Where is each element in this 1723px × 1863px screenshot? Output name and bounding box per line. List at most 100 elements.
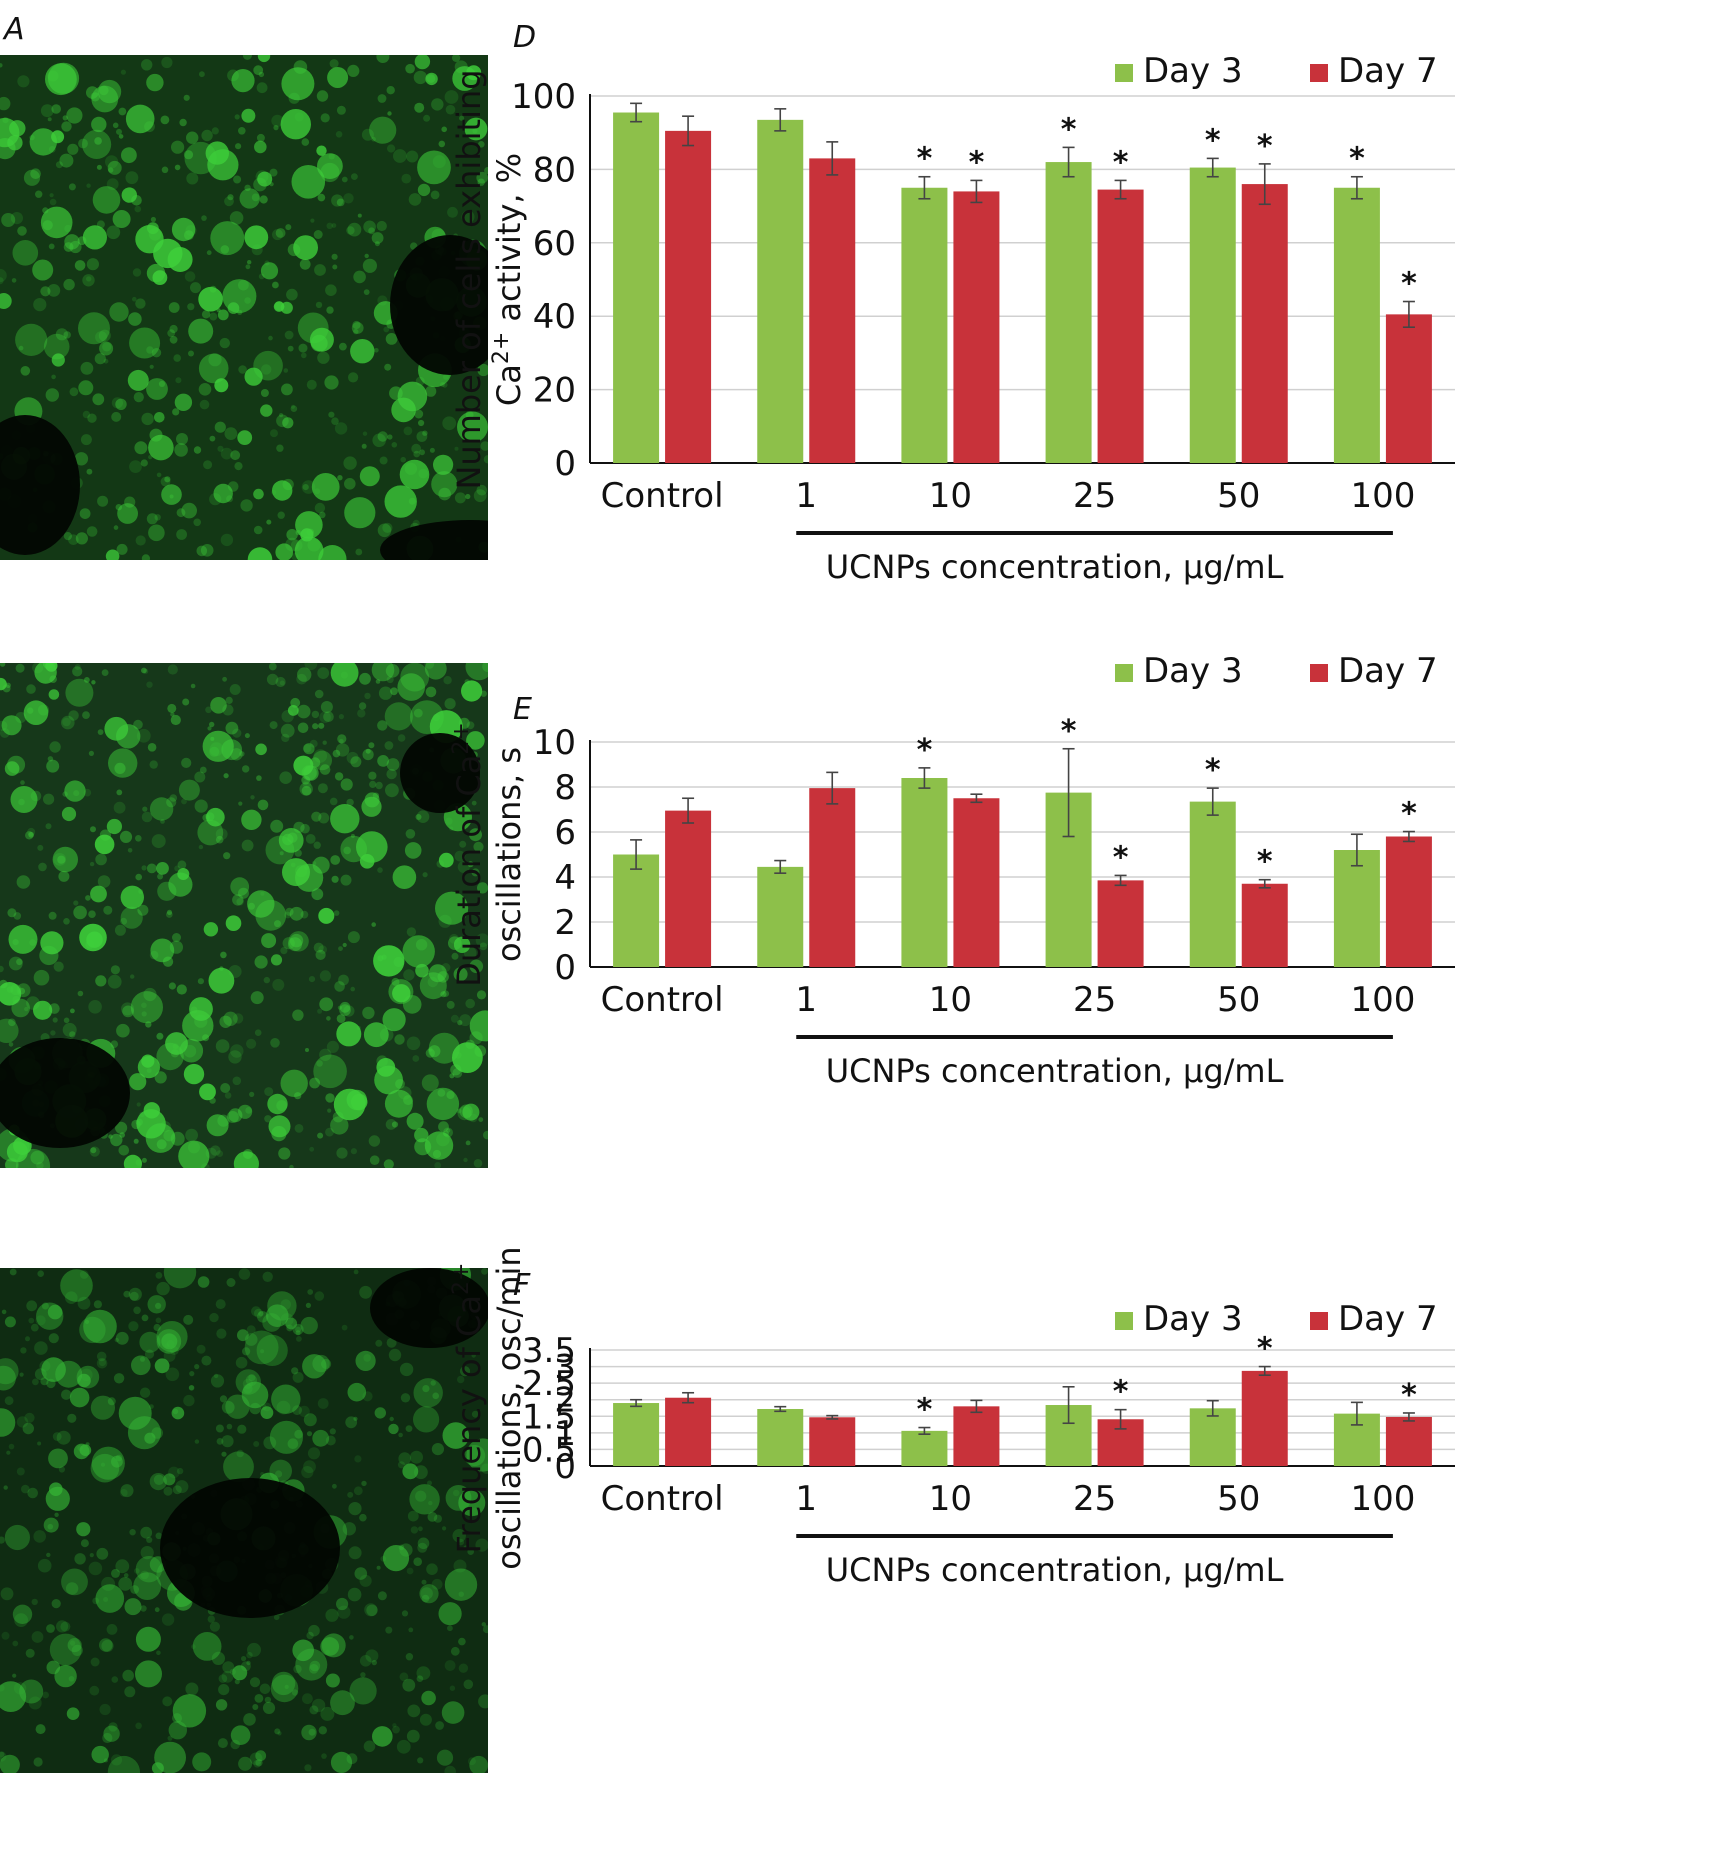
micro-speckle <box>326 1040 339 1053</box>
significance-star: * <box>1257 129 1273 164</box>
micro-speckle <box>347 222 362 237</box>
micro-cell <box>318 907 335 924</box>
y-tick-label: 3.5 <box>522 1331 576 1371</box>
micro-speckle <box>285 907 294 916</box>
micro-speckle <box>108 1134 113 1139</box>
micro-speckle <box>258 1311 264 1317</box>
bar-day7-Control <box>665 1397 712 1466</box>
micro-cell <box>0 1018 19 1043</box>
x-tick-label: 10 <box>929 476 972 516</box>
micro-speckle <box>16 1416 29 1428</box>
micro-speckle <box>416 431 428 442</box>
micro-speckle <box>74 1553 86 1565</box>
micro-speckle <box>347 1587 362 1602</box>
micro-speckle <box>102 342 112 352</box>
micro-speckle <box>238 887 249 899</box>
micro-speckle <box>339 342 347 351</box>
micro-speckle <box>223 852 231 860</box>
micro-cell <box>74 260 86 271</box>
micro-cell <box>10 786 38 813</box>
microscopy-image-b <box>0 663 488 1168</box>
micro-speckle <box>358 702 367 710</box>
micro-speckle <box>63 1017 70 1024</box>
micro-cell <box>310 334 328 352</box>
micro-speckle <box>62 717 71 727</box>
micro-speckle <box>385 1626 393 1634</box>
micro-speckle <box>176 433 188 445</box>
micro-speckle <box>36 1161 44 1168</box>
micro-speckle <box>160 476 171 487</box>
micro-speckle <box>337 475 343 481</box>
micro-speckle <box>68 710 79 721</box>
micro-speckle <box>368 771 377 780</box>
micro-speckle <box>331 194 344 207</box>
micro-speckle <box>96 1357 108 1369</box>
micro-speckle <box>411 443 422 454</box>
micro-speckle <box>312 723 319 730</box>
micro-speckle <box>146 681 153 688</box>
micro-cell <box>453 967 468 982</box>
micro-speckle <box>340 778 353 791</box>
micro-speckle <box>210 1374 225 1388</box>
bar-day7-100 <box>1385 836 1432 967</box>
micro-speckle <box>269 721 278 730</box>
y-tick-label: 80 <box>533 150 576 190</box>
micro-cell <box>139 1331 161 1353</box>
micro-cell <box>222 279 257 314</box>
micro-speckle <box>143 668 149 674</box>
micro-cell <box>330 804 360 834</box>
micro-speckle <box>384 363 392 371</box>
micro-speckle <box>400 1393 411 1403</box>
micro-cell <box>464 117 488 141</box>
micro-speckle <box>310 218 315 223</box>
micro-cell <box>262 1313 282 1332</box>
micro-speckle <box>397 734 406 742</box>
micro-speckle <box>133 1306 141 1315</box>
micro-speckle <box>254 1694 264 1703</box>
micro-speckle <box>77 1296 91 1310</box>
micro-speckle <box>123 1573 129 1578</box>
micro-speckle <box>406 1567 414 1575</box>
micro-cell <box>64 780 86 802</box>
micro-cell <box>78 312 110 345</box>
micro-speckle <box>50 1030 56 1036</box>
micro-speckle <box>99 1638 113 1652</box>
micro-speckle <box>359 1655 372 1667</box>
micro-speckle <box>458 1663 469 1673</box>
micro-cell <box>206 807 225 827</box>
micro-cell <box>257 171 273 187</box>
micro-cell <box>4 1316 16 1328</box>
micro-cell <box>0 1365 16 1391</box>
micro-speckle <box>403 426 413 436</box>
micro-cell <box>444 1568 478 1601</box>
y-axis-title-line1: Duration of Ca2+ <box>449 722 488 987</box>
micro-cell <box>149 1473 167 1491</box>
micro-speckle <box>349 1635 354 1640</box>
micro-speckle <box>269 168 278 177</box>
micro-speckle <box>359 672 371 685</box>
micro-cell <box>253 140 267 154</box>
micro-speckle <box>171 140 185 154</box>
micro-cell <box>282 858 310 887</box>
micro-speckle <box>0 965 4 973</box>
legend-label-day7: Day 7 <box>1338 651 1438 691</box>
micro-speckle <box>320 701 333 713</box>
micro-speckle <box>336 1014 346 1023</box>
micro-speckle <box>51 1599 61 1609</box>
bar-day3-Control <box>613 112 660 463</box>
micro-speckle <box>302 743 312 753</box>
micro-speckle <box>478 141 485 148</box>
micro-speckle <box>477 363 488 377</box>
micro-cell <box>350 339 375 364</box>
micro-speckle <box>353 1486 363 1496</box>
micro-speckle <box>33 298 47 312</box>
micro-speckle <box>110 1754 123 1766</box>
micro-speckle <box>111 397 123 409</box>
micro-speckle <box>326 306 334 314</box>
micro-speckle <box>478 1694 488 1709</box>
micro-cell <box>421 1690 436 1706</box>
micro-cell <box>414 55 431 70</box>
micro-cell <box>90 1395 115 1420</box>
micro-speckle <box>230 1044 244 1058</box>
micro-cell <box>133 1572 162 1600</box>
